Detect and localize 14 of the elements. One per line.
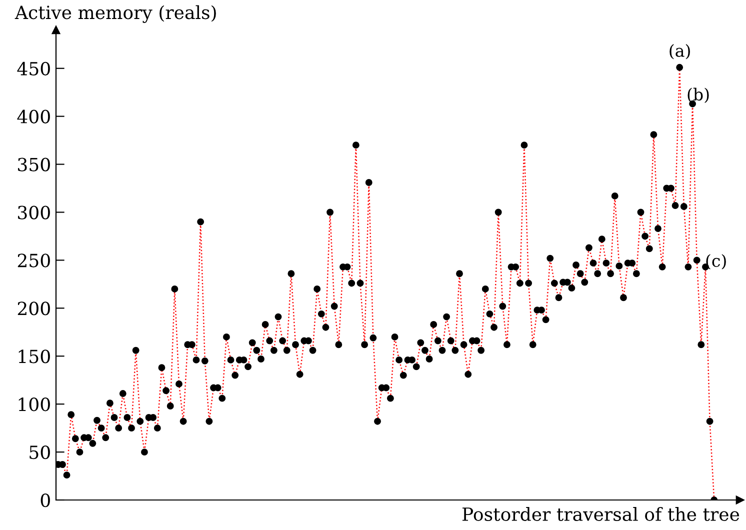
y-tick-label: 450 (17, 62, 50, 76)
y-tick-label: 200 (18, 302, 50, 316)
y-tick-label: 400 (17, 110, 50, 124)
y-axis-title: Active memory (reals) (14, 5, 216, 23)
y-tick-label: 150 (18, 350, 50, 364)
annotation: (a) (670, 44, 690, 60)
y-tick-label: 350 (18, 158, 50, 172)
x-axis-title: Postorder traversal of the tree (462, 507, 740, 522)
annotation: (b) (688, 88, 709, 103)
y-tick-label: 300 (18, 206, 50, 220)
y-tick-label: 100 (18, 398, 50, 412)
y-tick-label: 250 (18, 254, 50, 268)
y-tick-label: 0 (40, 493, 50, 508)
y-tick-label: 50 (30, 446, 50, 460)
